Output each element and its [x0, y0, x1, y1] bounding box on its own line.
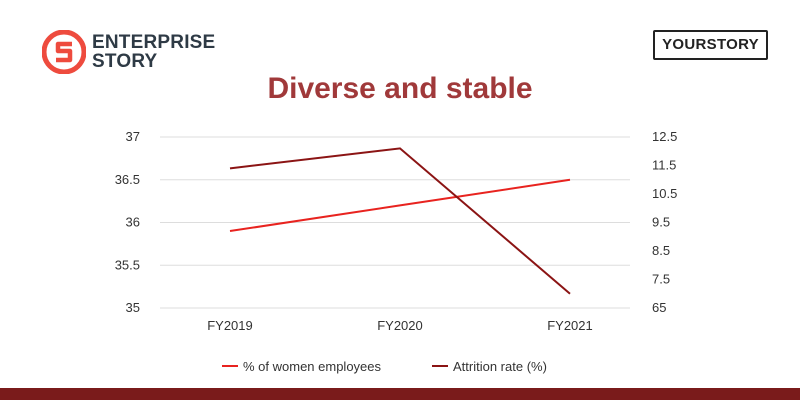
- legend-label: Attrition rate (%): [453, 359, 547, 374]
- x-tick-label: FY2019: [207, 318, 253, 333]
- y-left-tick-label: 35: [126, 300, 140, 315]
- series-line: [229, 178, 571, 233]
- y-right-tick-label: 65: [652, 300, 666, 315]
- enterprise-story-logo-icon: [42, 30, 86, 74]
- series-line: [229, 147, 571, 295]
- x-tick-label: FY2020: [377, 318, 423, 333]
- y-right-tick-label: 10.5: [652, 186, 677, 201]
- x-tick-label: FY2021: [547, 318, 593, 333]
- enterprise-story-logo: ENTERPRISE STORY: [42, 30, 215, 74]
- y-right-tick-label: 11.5: [652, 158, 676, 173]
- brand-line-2: STORY: [92, 51, 158, 72]
- chart-title: Diverse and stable: [267, 72, 533, 105]
- y-right-tick-label: 9.5: [652, 215, 670, 230]
- y-left-tick-label: 36: [126, 215, 140, 230]
- yourstory-logo: YOURSTORY: [653, 30, 768, 60]
- y-left-tick-label: 37: [126, 129, 140, 144]
- y-right-tick-label: 8.5: [652, 243, 670, 258]
- y-left-tick-label: 36.5: [115, 172, 140, 187]
- y-left-tick-label: 35.5: [115, 257, 140, 272]
- legend-label: % of women employees: [243, 359, 382, 374]
- y-right-tick-label: 7.5: [652, 272, 670, 287]
- brand-line-1: ENTERPRISE: [92, 32, 216, 53]
- y-right-tick-label: 12.5: [652, 129, 677, 144]
- footer-bar: [0, 388, 800, 400]
